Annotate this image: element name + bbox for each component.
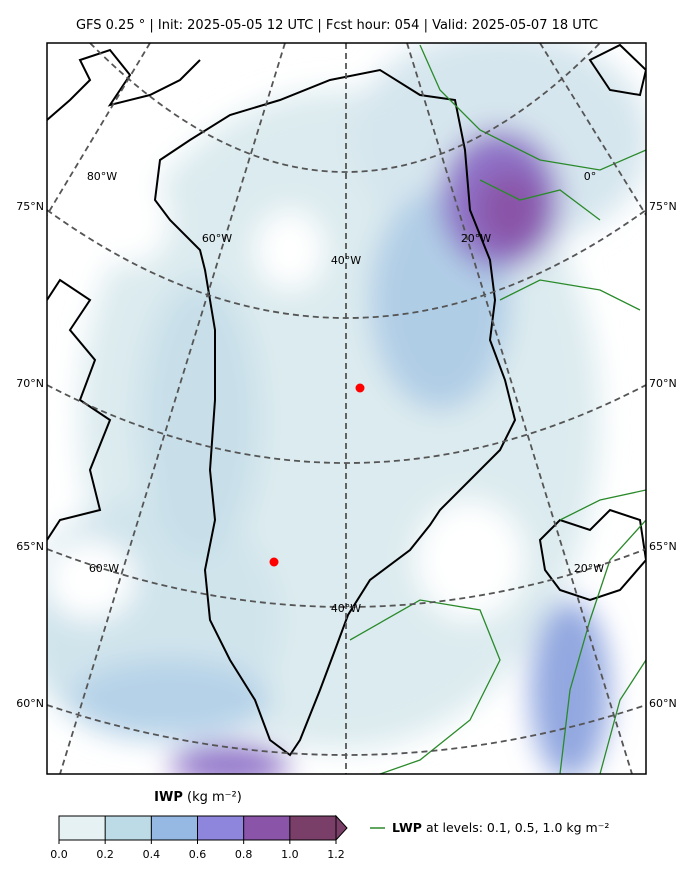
colorbar-segment bbox=[151, 816, 198, 840]
title: GFS 0.25 ° | Init: 2025-05-05 12 UTC | F… bbox=[76, 18, 598, 33]
lat-label: 70°N bbox=[649, 377, 677, 390]
marker bbox=[355, 383, 365, 393]
lon-label: 0° bbox=[584, 170, 597, 183]
lon-label: 60°W bbox=[202, 232, 232, 245]
colorbar-var: IWP bbox=[154, 790, 183, 805]
map-frame bbox=[46, 42, 647, 775]
colorbar-segment bbox=[289, 816, 337, 840]
coastline bbox=[47, 43, 646, 602]
lat-label: 70°N bbox=[16, 377, 44, 390]
lwp-contour bbox=[349, 44, 646, 774]
lon-label: 40°W bbox=[331, 254, 361, 267]
lat-label: 75°N bbox=[16, 200, 44, 213]
lat-label: 65°N bbox=[16, 540, 44, 553]
lat-label: 75°N bbox=[649, 200, 677, 213]
colorbar-extend bbox=[335, 814, 348, 842]
coastline bbox=[153, 68, 517, 757]
colorbar-tick-label: 1.2 bbox=[327, 848, 345, 861]
grid-line bbox=[47, 43, 646, 774]
lon-label: 80°W bbox=[87, 170, 117, 183]
map: 80°W 60°W 40°W 20°W 0° 60°W 40°W 20°W bbox=[47, 43, 646, 774]
legend-text: LWP at levels: 0.1, 0.5, 1.0 kg m⁻² bbox=[392, 820, 609, 835]
colorbar-tick-label: 0.2 bbox=[96, 848, 114, 861]
marker bbox=[269, 557, 279, 567]
colorbar-tick-label: 1.0 bbox=[281, 848, 299, 861]
colorbar-units: (kg m⁻²) bbox=[187, 790, 242, 805]
legend-label: LWP bbox=[392, 820, 422, 835]
lon-label: 60°W bbox=[89, 562, 119, 575]
lat-label: 60°N bbox=[649, 697, 677, 710]
lat-label: 65°N bbox=[649, 540, 677, 553]
colorbar-segment bbox=[243, 816, 291, 840]
colorbar-tick-label: 0.0 bbox=[50, 848, 68, 861]
colorbar-tick-label: 0.8 bbox=[235, 848, 253, 861]
lon-label: 20°W bbox=[461, 232, 491, 245]
lat-label: 60°N bbox=[16, 697, 44, 710]
colorbar-label: IWP (kg m⁻²) bbox=[154, 790, 242, 805]
colorbar-segment bbox=[59, 816, 106, 840]
colorbar-segment bbox=[197, 816, 245, 840]
colorbar-segment bbox=[105, 816, 152, 840]
legend-desc: at levels: 0.1, 0.5, 1.0 kg m⁻² bbox=[426, 820, 609, 835]
colorbar-tick-label: 0.4 bbox=[143, 848, 161, 861]
lon-label: 40°W bbox=[331, 602, 361, 615]
colorbar-tick-label: 0.6 bbox=[189, 848, 207, 861]
lon-label: 20°W bbox=[574, 562, 604, 575]
